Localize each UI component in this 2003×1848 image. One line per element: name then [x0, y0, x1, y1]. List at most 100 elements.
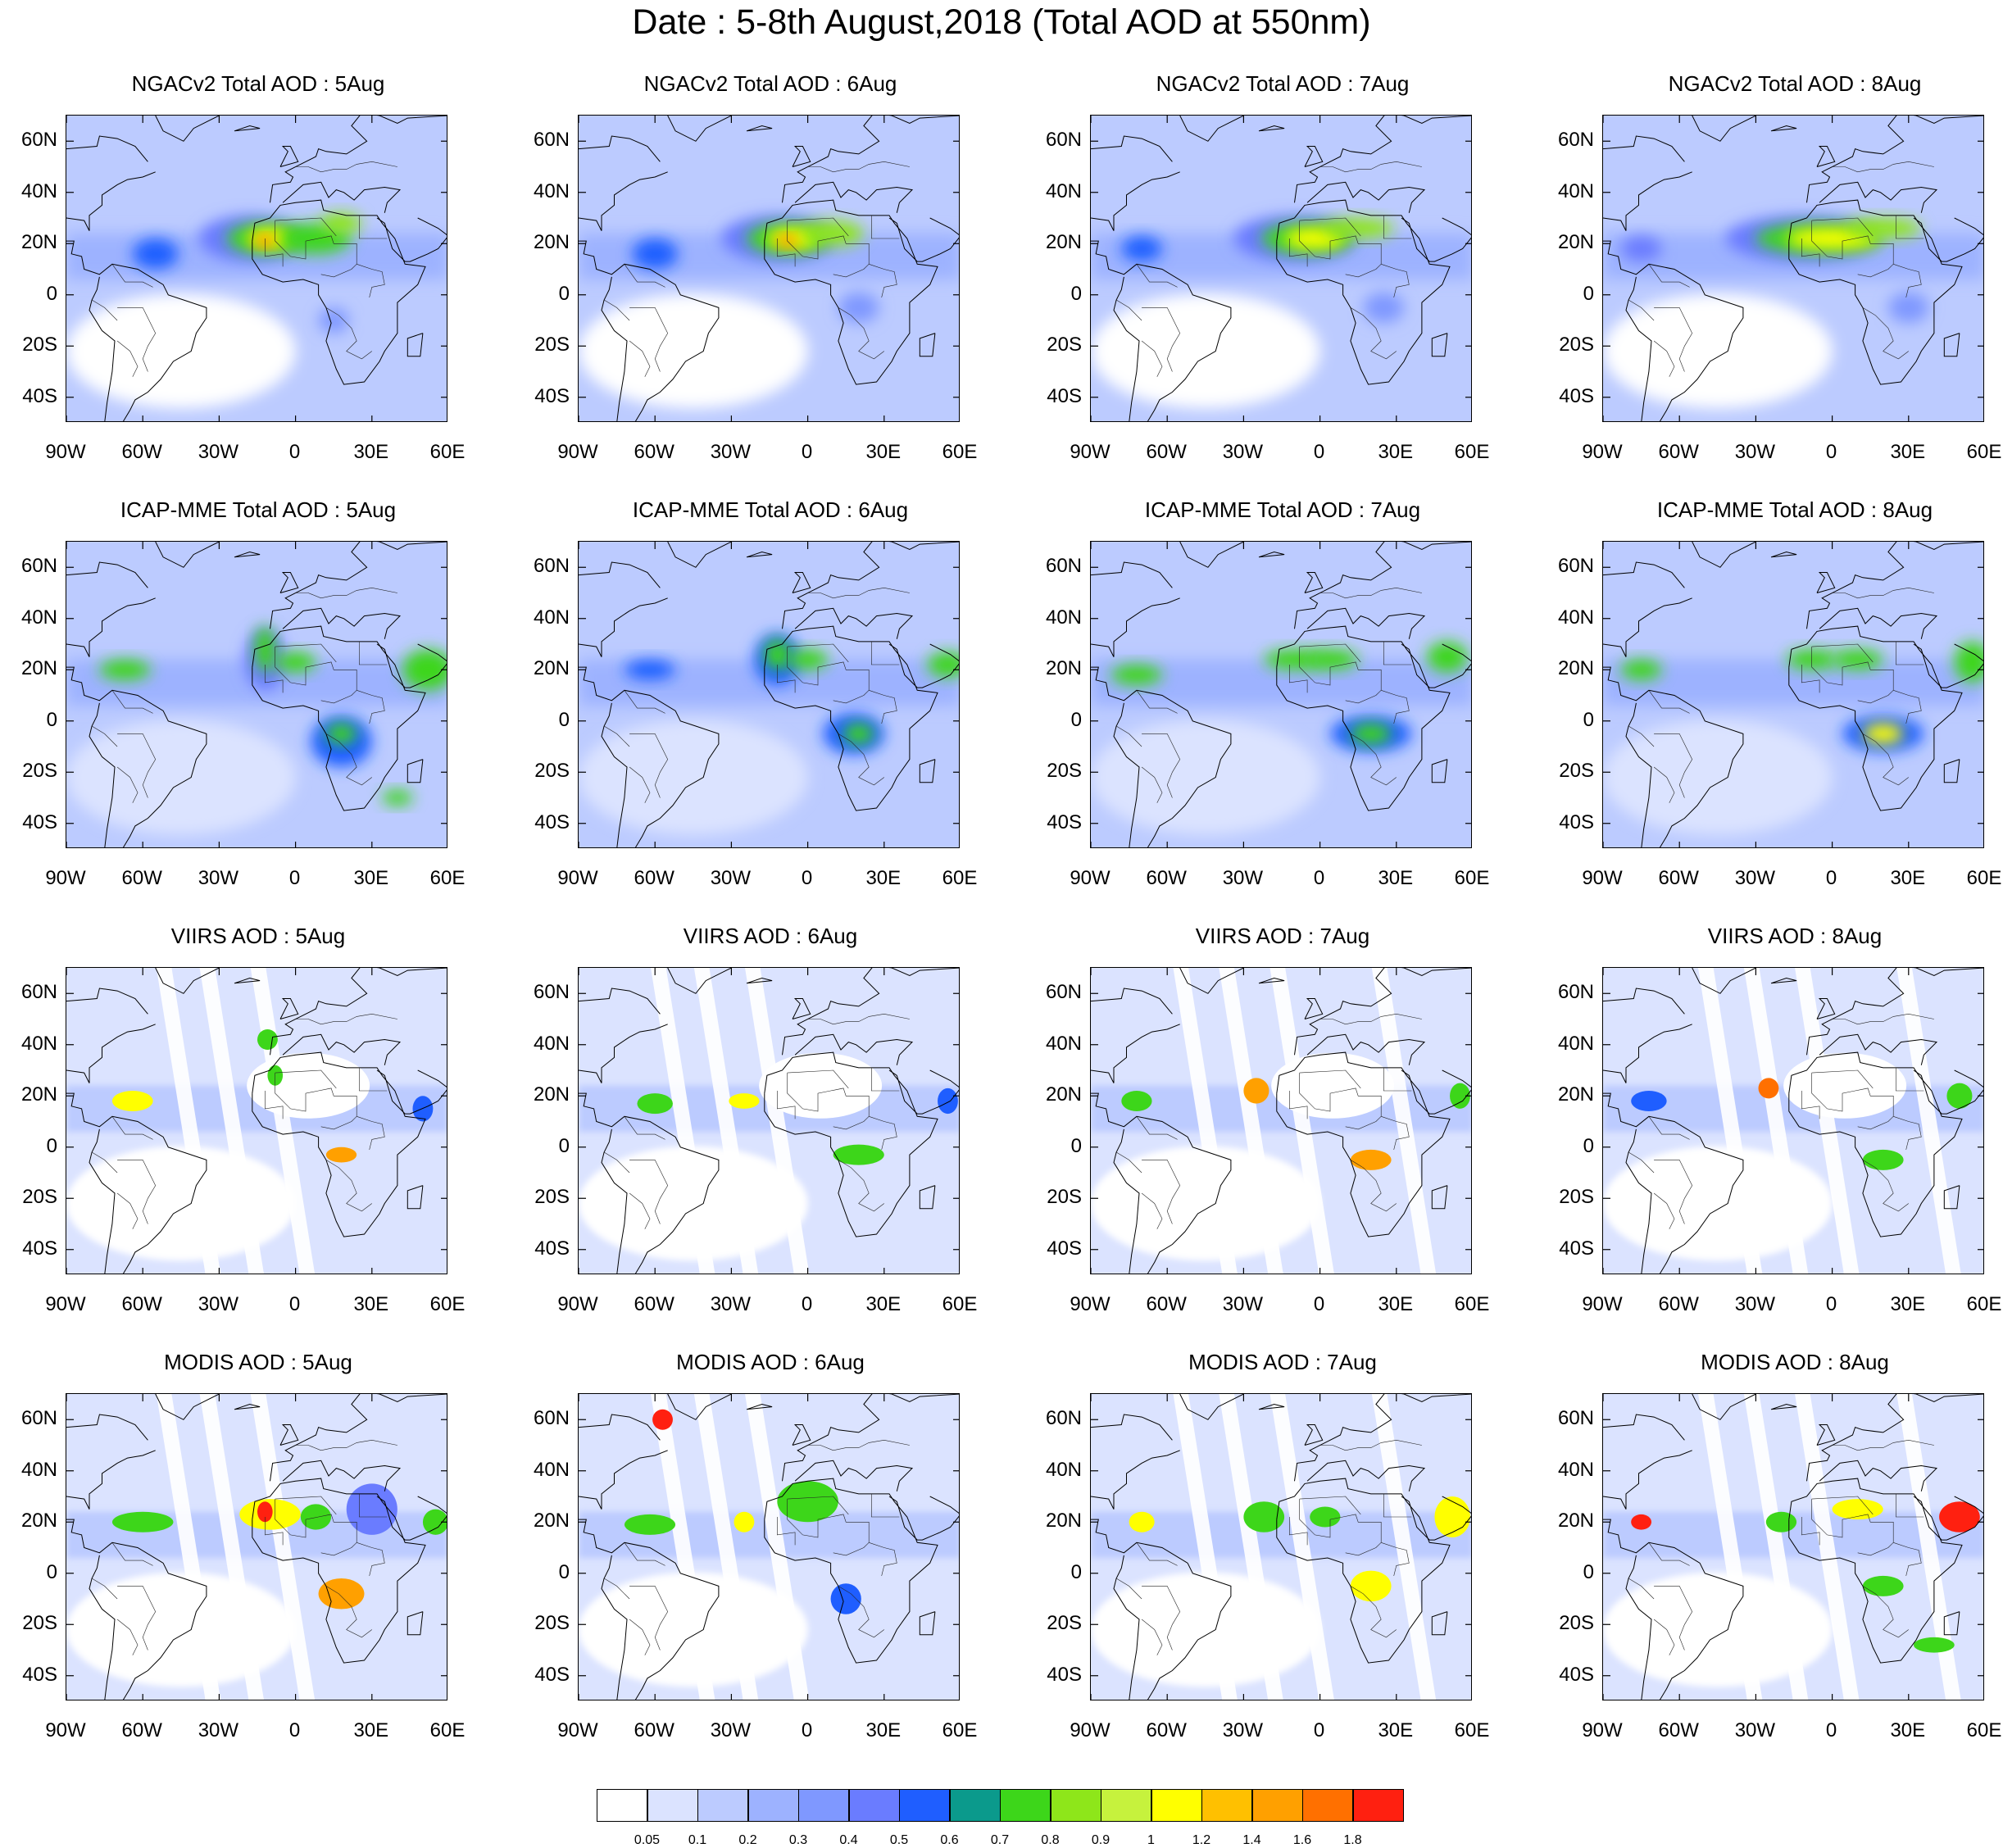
- aerosol-plume: [838, 292, 879, 324]
- country-border: [1383, 1067, 1412, 1092]
- coastline: [407, 333, 424, 357]
- satellite-swath-gap: [1743, 1394, 1809, 1700]
- y-tick-label: 40S: [1559, 384, 1594, 407]
- country-border: [787, 1496, 849, 1515]
- x-tick-label: 30E: [865, 1719, 902, 1741]
- country-border: [91, 299, 118, 321]
- y-tick-label: 20S: [1559, 760, 1594, 783]
- coastline: [792, 572, 811, 593]
- country-border: [603, 1151, 630, 1174]
- coastline: [66, 1024, 156, 1083]
- coastline: [746, 977, 773, 984]
- coastline: [1806, 542, 1983, 629]
- x-tick-label: 90W: [1070, 1719, 1111, 1741]
- panel-title: ICAP-MME Total AOD : 8Aug: [1656, 497, 1933, 522]
- colorbar-label: 1: [1147, 1833, 1155, 1847]
- colorbar-label: 1.2: [1192, 1833, 1211, 1847]
- colorbar-label: 1.6: [1292, 1833, 1312, 1847]
- x-tick-label: 30E: [1890, 1719, 1926, 1741]
- country-border: [1801, 238, 1820, 267]
- aerosol-plume: [1914, 1637, 1955, 1653]
- aerosol-plume: [1121, 235, 1162, 262]
- country-border: [1299, 647, 1382, 704]
- satellite-swath-gap: [156, 1394, 221, 1700]
- y-tick-label: 0: [46, 282, 57, 305]
- aerosol-plume: [1620, 659, 1662, 680]
- y-tick-label: 60N: [1557, 1407, 1594, 1430]
- coastline: [234, 1403, 261, 1410]
- country-border: [1628, 725, 1655, 747]
- coastline: [1258, 1403, 1285, 1410]
- coastline: [1091, 171, 1180, 231]
- country-border: [1319, 1439, 1422, 1451]
- coastline: [1304, 572, 1324, 593]
- y-tick-label: 20S: [534, 1612, 570, 1635]
- y-tick-label: 60N: [20, 555, 57, 578]
- country-border: [629, 340, 651, 377]
- low-aod-region: [66, 1146, 296, 1261]
- panel-title: ICAP-MME Total AOD : 5Aug: [120, 497, 397, 522]
- coastline: [746, 551, 773, 558]
- y-tick-label: 40N: [533, 606, 570, 629]
- country-border: [1654, 733, 1693, 798]
- x-tick-label: 90W: [1582, 441, 1623, 463]
- coastline: [252, 1478, 426, 1664]
- coastline: [667, 542, 732, 568]
- coastline: [1179, 1394, 1244, 1420]
- coastline: [376, 1069, 447, 1115]
- low-aod-region: [1091, 720, 1320, 835]
- aerosol-plume: [257, 1501, 273, 1523]
- coastline: [282, 607, 402, 639]
- map-panel: ICAP-MME Total AOD : 6Aug 60N 40N 20N 0 20S 40…: [512, 426, 1024, 888]
- no-retrieval-region: [1271, 1052, 1395, 1119]
- map-panel: VIIRS AOD : 7Aug 60N 40N 20N 0 20S 40S 90W 60W 30…: [1024, 852, 1537, 1314]
- country-border: [871, 215, 900, 239]
- y-tick-label: 0: [1583, 1560, 1594, 1583]
- y-tick-label: 20N: [1557, 231, 1594, 254]
- aerosol-plume: [1758, 1078, 1779, 1099]
- coastline: [1306, 181, 1426, 213]
- aod-map: [1090, 1393, 1472, 1700]
- satellite-swath-gap: [1795, 968, 1860, 1274]
- y-tick-label: 40N: [1557, 1458, 1594, 1481]
- coastline: [601, 1542, 720, 1700]
- coastline: [1179, 542, 1244, 568]
- country-border: [787, 1499, 870, 1556]
- coastline: [794, 1460, 914, 1492]
- panel-title: VIIRS AOD : 6Aug: [683, 924, 858, 948]
- y-tick-label: 20N: [533, 1510, 570, 1532]
- country-border: [1381, 1542, 1410, 1576]
- x-tick-label: 30E: [1378, 441, 1414, 463]
- no-retrieval-region: [1783, 1052, 1907, 1119]
- country-border: [1893, 1116, 1922, 1150]
- map-panel: MODIS AOD : 6Aug 60N 40N 20N 0 20S 40S 90W 60W 30…: [512, 1278, 1024, 1741]
- aerosol-plume: [734, 1511, 755, 1532]
- x-tick-label: 60W: [634, 1293, 674, 1315]
- coastline: [1091, 1519, 1117, 1551]
- colorbar-label: 0.9: [1091, 1833, 1111, 1847]
- satellite-swath-gap: [745, 1394, 810, 1700]
- country-border: [117, 1160, 157, 1224]
- coastline: [919, 759, 936, 783]
- coastline: [1913, 1069, 1983, 1115]
- aerosol-plume: [422, 1509, 447, 1535]
- colorbar-swatch: [1101, 1789, 1151, 1822]
- country-border: [357, 1542, 385, 1576]
- country-border: [1350, 1586, 1397, 1638]
- coastline: [1603, 561, 1685, 588]
- satellite-swath-gap: [1269, 968, 1334, 1274]
- panel-title: MODIS AOD : 6Aug: [676, 1350, 865, 1374]
- satellite-swath-gap: [1371, 1394, 1437, 1700]
- colorbar-swatch: [848, 1789, 900, 1822]
- country-border: [295, 1013, 397, 1025]
- coastline: [66, 597, 156, 657]
- coastline: [89, 689, 207, 847]
- y-tick-label: 20N: [533, 657, 570, 680]
- y-tick-label: 40S: [1559, 1663, 1594, 1686]
- coastline: [1113, 263, 1232, 421]
- coastline: [1091, 666, 1117, 699]
- aod-map-svg: [1603, 1394, 1983, 1700]
- country-border: [629, 307, 669, 372]
- y-tick-label: 20N: [20, 1510, 57, 1532]
- country-border: [1383, 1493, 1412, 1518]
